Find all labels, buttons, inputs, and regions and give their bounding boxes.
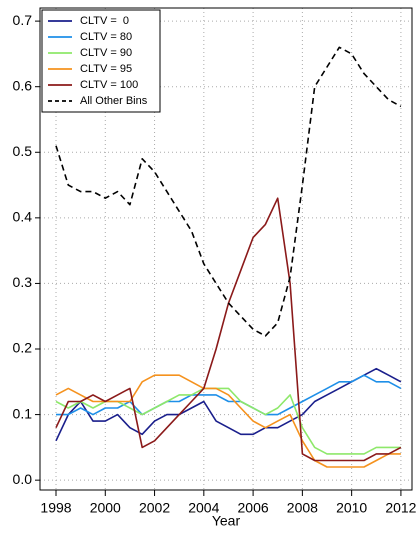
y-tick-label: 0.5 [13, 143, 33, 159]
x-tick-label: 2000 [90, 500, 121, 516]
x-tick-label: 2004 [188, 500, 219, 516]
y-tick-label: 0.2 [13, 340, 33, 356]
x-tick-label: 2008 [287, 500, 318, 516]
legend-label: CLTV = 90 [80, 47, 132, 59]
legend-label: CLTV = 100 [80, 79, 138, 91]
y-tick-label: 0.4 [13, 209, 33, 225]
x-tick-label: 2010 [336, 500, 367, 516]
series-line [55, 387, 401, 455]
x-tick-label: 2002 [139, 500, 170, 516]
series-line [55, 197, 402, 462]
x-tick-label: 1998 [40, 500, 71, 516]
x-tick-label: 2006 [238, 500, 269, 516]
y-tick-label: 0.3 [13, 274, 33, 290]
y-tick-label: 0.1 [13, 405, 33, 421]
series-line [55, 46, 402, 337]
legend-label: CLTV = 0 [80, 15, 129, 27]
plot-frame [39, 7, 413, 491]
y-tick-label: 0.0 [13, 471, 33, 487]
legend-label: CLTV = 95 [80, 63, 132, 75]
legend-label: CLTV = 80 [80, 31, 132, 43]
x-tick-label: 2012 [385, 500, 416, 516]
legend-box [41, 9, 161, 113]
y-tick-label: 0.6 [13, 77, 33, 93]
series-line [56, 374, 402, 416]
y-tick-label: 0.7 [13, 12, 33, 28]
series-line [55, 374, 401, 468]
x-axis-label: Year [212, 513, 241, 529]
legend: CLTV = 0 CLTV = 80 CLTV = 90 CLTV = 95 CLTV … [41, 9, 161, 113]
series-line [55, 367, 402, 442]
legend-label: All Other Bins [80, 95, 148, 107]
